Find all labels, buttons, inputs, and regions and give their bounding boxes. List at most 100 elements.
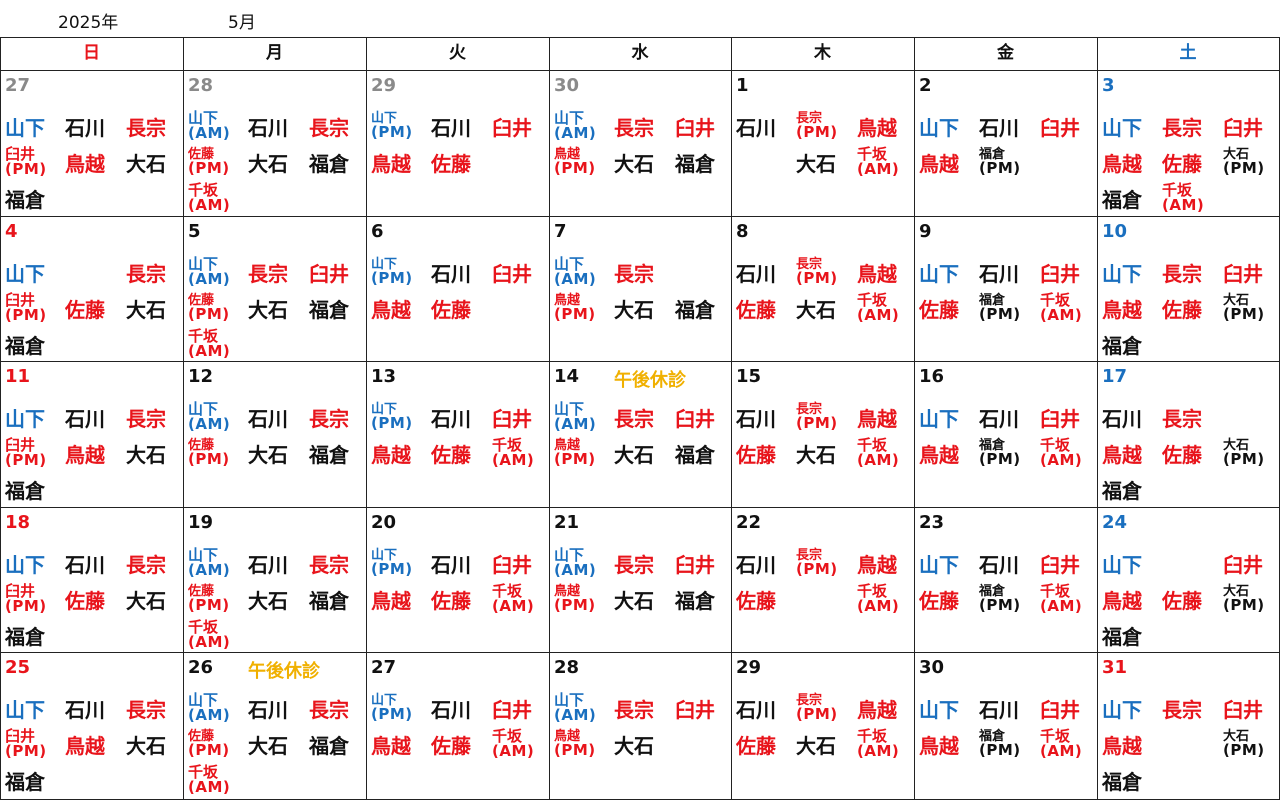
- doctor-entry: 大石: [796, 144, 856, 180]
- doctor-name: 山下: [371, 110, 398, 126]
- doctor-name: 千坂: [188, 617, 219, 636]
- doctor-name: 大石: [248, 588, 288, 613]
- doctor-name: 佐藤: [919, 297, 959, 322]
- grid-line: [0, 37, 1280, 38]
- day-cell[interactable]: 2 山下 石川 臼井 鳥越 福倉 (PM): [914, 70, 1097, 216]
- day-cell[interactable]: 19 山下 (AM) 石川 長宗 佐藤 (PM) 大石 福倉 千坂 (AM): [183, 507, 366, 652]
- doctor-name: 佐藤: [65, 588, 105, 613]
- doctor-name: 佐藤: [431, 733, 471, 758]
- doctor-name: 大石: [126, 151, 166, 176]
- doctor-entry: 千坂 (AM): [492, 435, 549, 471]
- shift-label: (PM): [1223, 304, 1265, 323]
- doctor-name: 臼井: [1223, 697, 1263, 722]
- day-number: 14: [554, 366, 580, 387]
- doctor-entry: 長宗: [614, 108, 674, 144]
- doctor-name: 臼井: [5, 726, 36, 745]
- day-cell[interactable]: 31 山下 長宗 臼井 鳥越 大石 (PM) 福倉: [1097, 652, 1279, 799]
- doctor-name: 石川: [431, 552, 471, 577]
- doctor-entry: 石川: [65, 545, 125, 581]
- doctor-entry: 鳥越: [919, 144, 979, 180]
- day-cell[interactable]: 12 山下 (AM) 石川 長宗 佐藤 (PM) 大石 福倉: [183, 361, 366, 507]
- shift-label: (AM): [1040, 306, 1083, 324]
- doctor-name: 鳥越: [65, 442, 105, 467]
- day-cell[interactable]: 29 石川 長宗 (PM) 鳥越 佐藤 大石 千坂 (AM): [731, 652, 914, 799]
- day-cell[interactable]: 8 石川 長宗 (PM) 鳥越 佐藤 大石 千坂 (AM): [731, 216, 914, 361]
- day-cell[interactable]: 22 石川 長宗 (PM) 鳥越 佐藤 千坂 (AM): [731, 507, 914, 652]
- day-cell[interactable]: 27 山下 (PM) 石川 臼井 鳥越 佐藤 千坂 (AM): [366, 652, 549, 799]
- day-cell[interactable]: 10 山下 長宗 臼井 鳥越 佐藤 大石 (PM) 福倉: [1097, 216, 1279, 361]
- day-cell[interactable]: 28 山下 (AM) 石川 長宗 佐藤 (PM) 大石 福倉 千坂 (AM): [183, 70, 366, 216]
- doctor-entry: 山下 (AM): [554, 108, 614, 144]
- day-cell[interactable]: 5 山下 (AM) 長宗 臼井 佐藤 (PM) 大石 福倉 千坂 (AM): [183, 216, 366, 361]
- doctor-entry: 鳥越: [857, 690, 914, 726]
- doctor-name: 佐藤: [1162, 151, 1202, 176]
- shift-label: (PM): [554, 304, 596, 323]
- day-cell[interactable]: 25 山下 石川 長宗 臼井 (PM) 鳥越 大石 福倉: [0, 652, 183, 799]
- doctor-name: 鳥越: [371, 442, 411, 467]
- day-cell[interactable]: 14 午後休診 山下 (AM) 長宗 臼井 鳥越 (PM) 大石 福倉: [549, 361, 731, 507]
- day-cell[interactable]: 30 山下 (AM) 長宗 臼井 鳥越 (PM) 大石 福倉: [549, 70, 731, 216]
- doctor-entry: 佐藤 (PM): [188, 726, 248, 762]
- doctor-name: 鳥越: [554, 437, 581, 453]
- day-number: 20: [371, 512, 397, 533]
- day-cell[interactable]: 28 山下 (AM) 長宗 臼井 鳥越 (PM) 大石: [549, 652, 731, 799]
- doctor-entry: 福倉: [5, 326, 65, 361]
- day-cell[interactable]: 11 山下 石川 長宗 臼井 (PM) 鳥越 大石 福倉: [0, 361, 183, 507]
- doctor-name: 大石: [796, 733, 836, 758]
- doctor-entry: 石川: [431, 399, 491, 435]
- day-cell[interactable]: 17 石川 長宗 鳥越 佐藤 大石 (PM) 福倉: [1097, 361, 1279, 507]
- doctor-name: 千坂: [1162, 180, 1193, 199]
- doctor-entry: 石川: [736, 108, 796, 144]
- shift-label: (PM): [5, 451, 47, 469]
- day-cell[interactable]: 23 山下 石川 臼井 佐藤 福倉 (PM) 千坂 (AM): [914, 507, 1097, 652]
- doctor-entry: 大石 (PM): [1223, 290, 1279, 326]
- day-number: 8: [736, 221, 749, 242]
- doctor-name: 福倉: [1102, 187, 1142, 212]
- doctor-entry: 長宗 (PM): [796, 254, 856, 290]
- doctor-name: 長宗: [614, 261, 654, 286]
- doctor-name: 鳥越: [371, 733, 411, 758]
- day-cell[interactable]: 18 山下 石川 長宗 臼井 (PM) 佐藤 大石 福倉: [0, 507, 183, 652]
- doctor-entry: 福倉: [1102, 471, 1162, 507]
- day-number: 23: [919, 512, 945, 533]
- shift-label: (PM): [796, 122, 838, 141]
- day-cell[interactable]: 20 山下 (PM) 石川 臼井 鳥越 佐藤 千坂 (AM): [366, 507, 549, 652]
- doctor-name: 臼井: [1223, 115, 1263, 140]
- day-cell[interactable]: 26 午後休診 山下 (AM) 石川 長宗 佐藤 (PM) 大石 福倉 千坂 (AM): [183, 652, 366, 799]
- doctor-entry: 佐藤: [1162, 581, 1222, 617]
- day-cell[interactable]: 21 山下 (AM) 長宗 臼井 鳥越 (PM) 大石 福倉: [549, 507, 731, 652]
- doctor-entry: 石川: [248, 545, 308, 581]
- day-cell[interactable]: 30 山下 石川 臼井 鳥越 福倉 (PM) 千坂 (AM): [914, 652, 1097, 799]
- grid-line: [0, 361, 1280, 362]
- doctor-name: 山下: [188, 254, 219, 273]
- doctor-name: 臼井: [1040, 552, 1080, 577]
- doctor-name: 大石: [248, 297, 288, 322]
- doctor-entry: 佐藤 (PM): [188, 144, 248, 180]
- day-cell[interactable]: 29 山下 (PM) 石川 臼井 鳥越 佐藤: [366, 70, 549, 216]
- doctor-entry: 佐藤: [736, 581, 796, 617]
- day-cell[interactable]: 16 山下 石川 臼井 鳥越 福倉 (PM) 千坂 (AM): [914, 361, 1097, 507]
- doctor-name: 千坂: [188, 762, 219, 781]
- day-cell[interactable]: 4 山下 長宗 臼井 (PM) 佐藤 大石 福倉: [0, 216, 183, 361]
- doctor-entry: 山下: [919, 108, 979, 144]
- doctor-name: 山下: [371, 401, 398, 417]
- day-cell[interactable]: 3 山下 長宗 臼井 鳥越 佐藤 大石 (PM) 福倉 千坂 (AM): [1097, 70, 1279, 216]
- doctor-entry: 福倉: [1102, 617, 1162, 652]
- day-cell[interactable]: 6 山下 (PM) 石川 臼井 鳥越 佐藤: [366, 216, 549, 361]
- doctor-name: 石川: [431, 115, 471, 140]
- doctor-entry: 鳥越: [371, 144, 431, 180]
- day-cell[interactable]: 1 石川 長宗 (PM) 鳥越 大石 千坂 (AM): [731, 70, 914, 216]
- day-cell[interactable]: 9 山下 石川 臼井 佐藤 福倉 (PM) 千坂 (AM): [914, 216, 1097, 361]
- doctor-name: 山下: [371, 692, 398, 708]
- day-cell[interactable]: 7 山下 (AM) 長宗 鳥越 (PM) 大石 福倉: [549, 216, 731, 361]
- day-cell[interactable]: 27 山下 石川 長宗 臼井 (PM) 鳥越 大石 福倉: [0, 70, 183, 216]
- doctor-entry: 臼井: [1040, 254, 1097, 290]
- doctor-name: 福倉: [309, 151, 349, 176]
- doctor-name: 福倉: [979, 728, 1006, 744]
- day-cell[interactable]: 15 石川 長宗 (PM) 鳥越 佐藤 大石 千坂 (AM): [731, 361, 914, 507]
- doctor-entry: 石川: [736, 545, 796, 581]
- day-cell[interactable]: 24 山下 臼井 鳥越 佐藤 大石 (PM) 福倉: [1097, 507, 1279, 652]
- day-cell[interactable]: 13 山下 (PM) 石川 臼井 鳥越 佐藤 千坂 (AM): [366, 361, 549, 507]
- shift-label: (PM): [188, 595, 230, 614]
- shift-label: (PM): [1223, 449, 1265, 468]
